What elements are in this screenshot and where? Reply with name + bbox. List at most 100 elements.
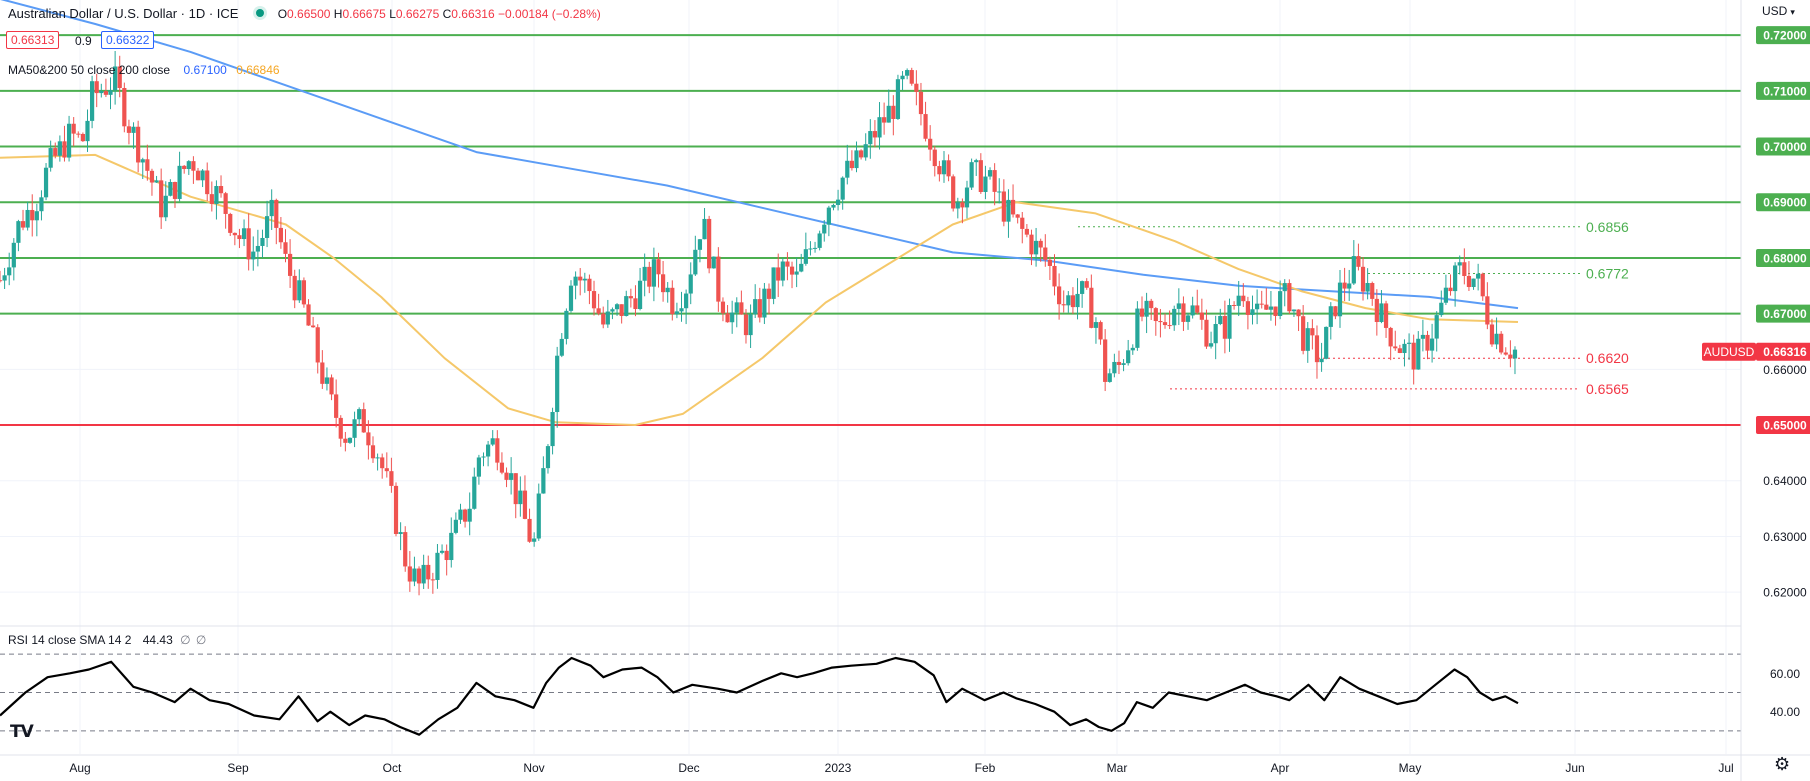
dotted-level-label: 0.6856 [1586, 219, 1629, 235]
candle-body [882, 117, 887, 123]
candle-body [983, 176, 988, 192]
time-axis[interactable]: Aug Sep Oct Nov Dec 2023 Feb Mar Apr May Jun Jul [0, 754, 1810, 775]
candle-body [1061, 304, 1066, 306]
candle-body [614, 304, 620, 310]
candle-body [582, 278, 587, 281]
candle-body [674, 311, 680, 315]
candle-body [1287, 283, 1292, 312]
candle-body [725, 313, 730, 323]
candle-body [1130, 347, 1135, 351]
candle-body [1195, 305, 1200, 313]
candle-body [329, 377, 334, 395]
candle-body [292, 275, 297, 301]
candle-body [1015, 214, 1020, 218]
candle-body [99, 91, 104, 94]
candle-body [375, 457, 380, 459]
candle-body [1365, 283, 1370, 292]
candle-body [200, 170, 205, 181]
candle-body [311, 325, 316, 328]
candle-body [1457, 262, 1462, 266]
price-tick-label: 0.72000 [1763, 29, 1807, 43]
candle-body [140, 159, 145, 163]
price-axis[interactable]: 0.72000 0.71000 0.70000 0.69000 0.68000 0.670… [1702, 0, 1810, 781]
candle-body [1402, 343, 1407, 354]
candle-body [1512, 349, 1518, 359]
candle-body [1314, 335, 1320, 363]
currency-selector[interactable]: USD ▾ [1762, 4, 1795, 18]
candle-body [817, 233, 822, 248]
candle-body [1084, 281, 1089, 288]
candle-body [416, 568, 422, 584]
candle-body [168, 182, 173, 196]
candle-body [684, 293, 689, 309]
tradingview-logo-icon[interactable]: TV [10, 722, 34, 742]
candle-body [564, 310, 569, 339]
candle-body [711, 256, 716, 269]
candle-body [126, 126, 132, 133]
candle-body [1342, 282, 1347, 289]
symbol-title[interactable]: Australian Dollar / U.S. Dollar · 1D · I… [8, 6, 239, 21]
candle-body [1259, 303, 1264, 305]
time-tick-label: Jul [1718, 761, 1733, 775]
candle-body [771, 267, 776, 299]
candle-body [260, 237, 265, 246]
time-tick-label: May [1399, 761, 1422, 775]
candle-body [301, 280, 307, 305]
candle-body [941, 160, 947, 175]
grid-lines [0, 0, 1741, 754]
candle-body [1167, 325, 1172, 327]
candle-body [186, 161, 191, 170]
candle-body [840, 177, 845, 200]
candle-body [1429, 338, 1435, 351]
candle-body [642, 266, 647, 281]
candle-body [251, 251, 256, 260]
candle-body [877, 117, 882, 138]
candle-body [937, 166, 942, 175]
ma-legend[interactable]: MA50&200 50 close 200 close 0.67100 0.66… [8, 63, 280, 77]
candle-body [895, 79, 901, 119]
candle-body [1278, 291, 1283, 317]
candle-body [757, 299, 762, 318]
candle-body [628, 296, 633, 299]
candle-body [891, 105, 896, 119]
candle-body [1093, 322, 1099, 328]
candle-body [1080, 281, 1085, 294]
rsi-legend[interactable]: RSI 14 close SMA 14 2 44.43 ∅ ∅ [8, 633, 207, 647]
rsi-label: RSI 14 close SMA 14 2 [8, 633, 132, 647]
candle-body [421, 564, 426, 584]
candle-body [1139, 308, 1145, 317]
candle-body [974, 160, 979, 163]
candle-body [1301, 316, 1306, 351]
candle-body [315, 327, 320, 363]
dotted-level-label: 0.6620 [1586, 350, 1629, 366]
candle-body [163, 195, 168, 218]
candle-body [1291, 309, 1297, 312]
candle-body [30, 209, 35, 221]
candle-body [1347, 283, 1352, 289]
price-tick-label: 0.63000 [1763, 530, 1807, 544]
candle-body [1476, 273, 1481, 279]
candle-body [1255, 303, 1260, 310]
ma50-value: 0.67100 [183, 63, 227, 77]
candle-body [545, 446, 551, 469]
candle-body [76, 133, 81, 135]
candle-body [1273, 306, 1278, 317]
candle-body [1149, 300, 1154, 309]
candle-body [1218, 316, 1223, 325]
ask-price-box[interactable]: 0.66322 [101, 31, 155, 49]
candle-body [467, 508, 472, 522]
candle-body [113, 66, 118, 91]
candle-body [1158, 321, 1163, 323]
candle-body [1494, 333, 1499, 345]
candle-body [393, 485, 399, 535]
candle-body [458, 509, 463, 520]
candle-body [693, 249, 698, 275]
settings-gear-icon[interactable]: ⚙ [1774, 754, 1791, 774]
bid-price-box[interactable]: 0.66313 [6, 31, 60, 49]
price-tag-bg [1756, 81, 1810, 100]
price-tick-label: 0.66000 [1763, 363, 1807, 377]
candle-body [596, 308, 601, 314]
candle-body [1383, 303, 1389, 328]
candle-body [1480, 273, 1485, 297]
candle-body [656, 259, 661, 275]
